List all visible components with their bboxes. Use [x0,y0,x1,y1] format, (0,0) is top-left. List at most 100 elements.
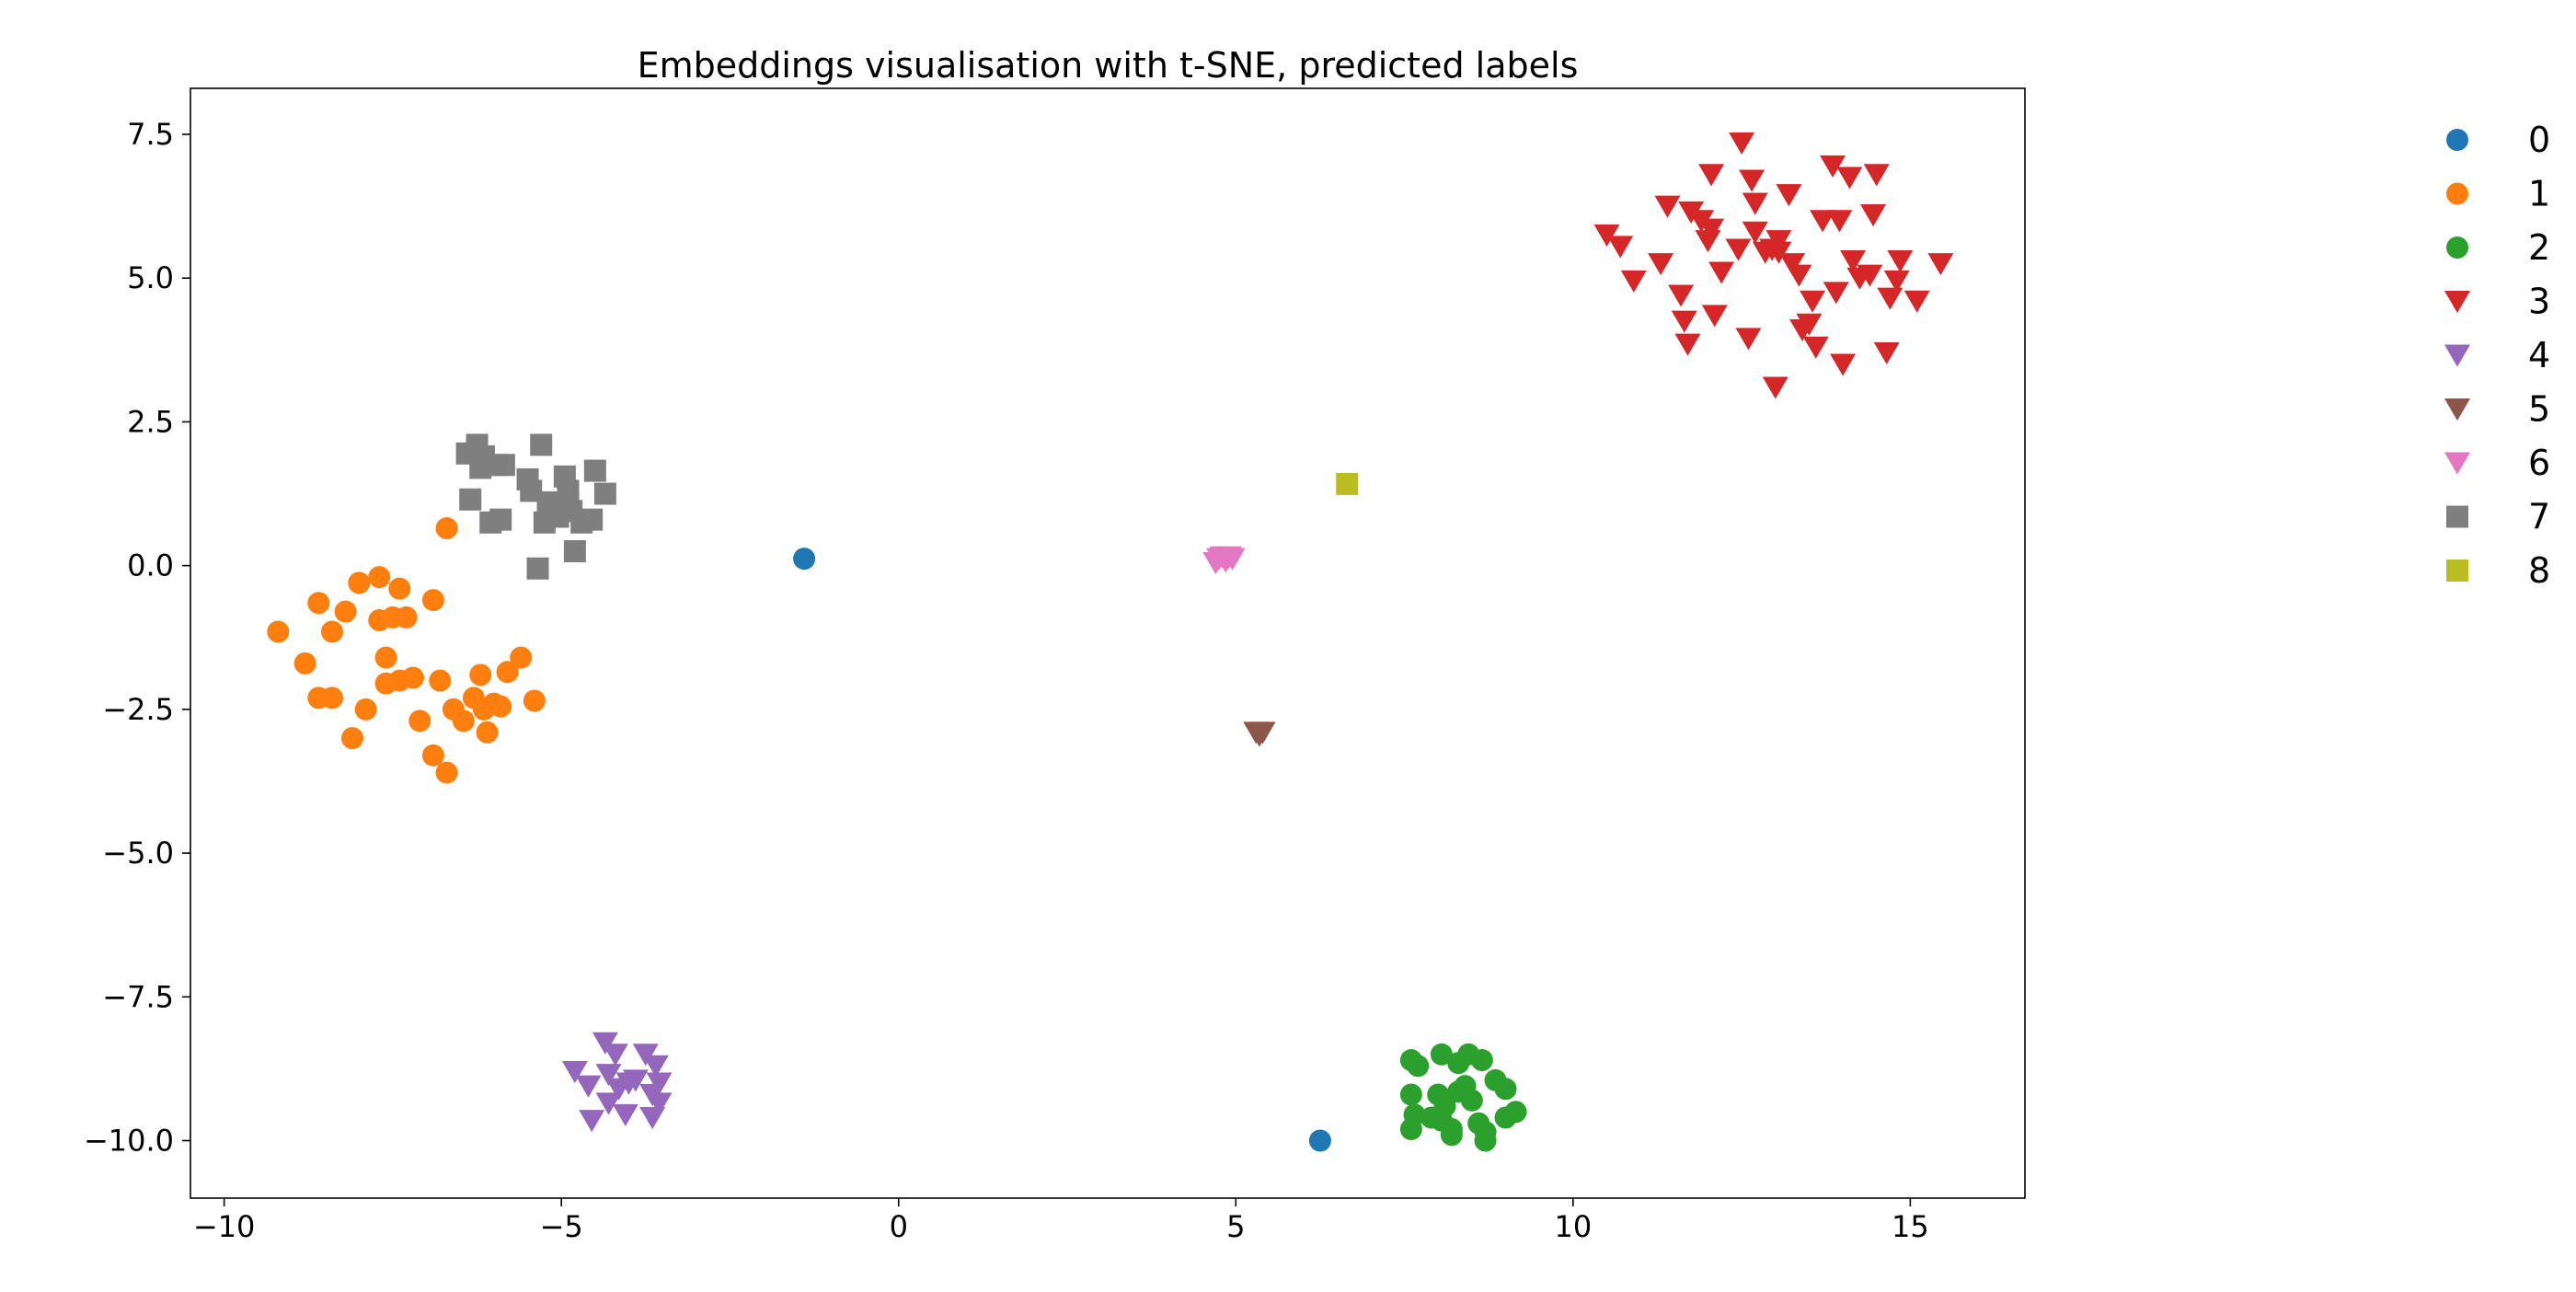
data-point-class-1 [476,721,499,744]
marks-layer [267,132,1954,1152]
legend-marker [2446,559,2468,582]
y-tick-label: 7.5 [127,117,174,152]
data-point-class-3 [1762,376,1788,399]
x-tick-label: −5 [540,1209,583,1244]
plot-frame [190,87,2026,1199]
axes-layer: −10 −5 0 5 10 15 −10.0 −7.5 −5.0 −2.5 0.0 2.5 5.0 7.5 [84,117,1929,1244]
data-point-class-1 [320,686,343,709]
data-point-class-1 [307,592,330,615]
data-point-class-3 [1654,195,1681,218]
data-point-class-3 [1796,313,1823,336]
data-point-class-4 [646,1092,673,1115]
data-point-class-3 [1826,210,1853,233]
data-point-class-0 [1308,1129,1331,1152]
data-point-class-4 [595,1092,622,1115]
y-tick-label: 5.0 [127,260,174,295]
legend-item-6: 6 [2444,443,2550,483]
data-point-class-3 [1739,169,1765,192]
series-4 [561,1032,673,1133]
data-point-class-3 [1701,305,1728,328]
data-point-class-4 [575,1075,602,1098]
data-point-class-2 [1430,1043,1453,1066]
data-point-class-1 [469,663,492,686]
y-tick-label: −10.0 [84,1124,174,1159]
y-tick-label: −5.0 [102,836,174,871]
series-3 [1593,132,1954,399]
data-point-class-3 [1786,264,1812,287]
x-tick-label: −10 [193,1209,256,1244]
data-point-class-8 [1336,472,1359,495]
data-point-class-7 [526,557,549,580]
data-point-class-2 [1494,1078,1517,1101]
data-point-class-6 [1219,548,1246,571]
legend-label: 2 [2528,227,2550,268]
x-tick-label: 10 [1554,1209,1592,1244]
data-point-class-3 [1776,184,1802,207]
legend-label: 0 [2528,120,2550,160]
data-point-class-3 [1735,328,1762,351]
data-point-class-7 [530,433,553,456]
data-point-class-1 [388,577,411,600]
data-point-class-1 [293,652,316,675]
data-point-class-3 [1836,167,1863,190]
data-point-class-3 [1725,238,1752,261]
legend-label: 1 [2528,174,2550,214]
legend-marker [2446,236,2468,259]
legend-item-4: 4 [2444,335,2550,375]
data-point-class-7 [520,479,543,502]
data-point-class-3 [1887,249,1914,273]
legend-item-1: 1 [2446,174,2550,214]
data-point-class-7 [489,508,512,531]
data-point-class-2 [1399,1118,1422,1141]
data-point-class-1 [421,744,444,767]
y-tick-label: −2.5 [102,692,174,727]
data-point-class-1 [340,727,363,750]
legend-label: 7 [2528,497,2550,537]
data-point-class-4 [602,1044,628,1067]
legend-item-2: 2 [2446,227,2550,268]
data-point-class-7 [593,482,616,505]
legend-marker [2446,505,2468,528]
data-point-class-1 [354,698,377,721]
data-point-class-3 [1695,230,1721,253]
data-point-class-1 [408,709,431,733]
data-point-class-5 [1249,721,1276,744]
data-point-class-0 [793,548,816,571]
data-point-class-3 [1830,353,1857,376]
series-6 [1202,546,1246,575]
data-point-class-3 [1840,249,1867,273]
data-point-class-1 [334,600,357,623]
series-5 [1243,721,1276,747]
data-point-class-1 [374,646,397,669]
x-tick-label: 15 [1892,1209,1929,1244]
data-point-class-1 [368,566,391,589]
data-point-class-3 [1729,132,1755,155]
data-point-class-3 [1674,333,1701,356]
data-point-class-1 [435,761,458,784]
series-0 [793,548,1331,1152]
data-point-class-3 [1708,261,1735,284]
legend-label: 3 [2528,282,2550,322]
data-point-class-3 [1779,253,1806,276]
data-point-class-3 [1823,282,1849,305]
data-point-class-1 [435,517,458,540]
data-point-class-3 [1877,287,1903,310]
data-point-class-1 [395,606,418,629]
legend-label: 5 [2528,389,2550,430]
data-point-class-3 [1857,264,1883,287]
data-point-class-2 [1407,1055,1430,1078]
data-point-class-4 [632,1044,659,1067]
data-point-class-3 [1810,210,1836,233]
chart-title: Embeddings visualisation with t-SNE, pre… [638,45,1579,86]
data-point-class-3 [1863,164,1890,187]
data-point-class-7 [557,479,580,502]
legend-item-0: 0 [2446,120,2550,160]
data-point-class-2 [1460,1089,1483,1112]
legend-label: 4 [2528,335,2550,375]
data-point-class-3 [1903,290,1930,313]
legend-item-5: 5 [2444,389,2550,430]
data-point-class-3 [1620,270,1647,293]
y-tick-label: −7.5 [102,979,174,1014]
